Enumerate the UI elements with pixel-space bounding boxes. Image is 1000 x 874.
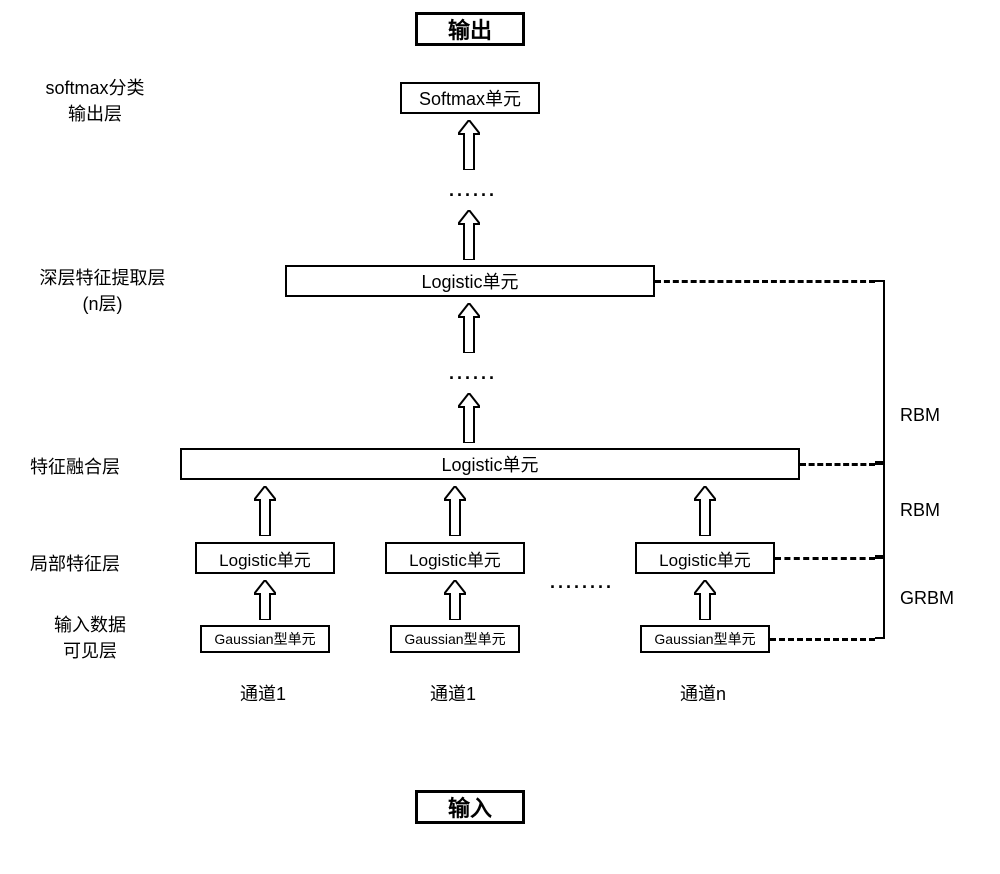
arrow-fusion-to-deep-upper: [458, 303, 480, 353]
logistic-local-1: Logistic单元: [195, 542, 335, 574]
gaussian-1: Gaussian型单元: [200, 625, 330, 653]
arrow-local2-to-fusion: [444, 486, 466, 536]
gaussian-n: Gaussian型单元: [640, 625, 770, 653]
gaussian-1-text: Gaussian型单元: [214, 629, 315, 649]
fusion-layer-label: 特征融合层: [30, 453, 120, 479]
arrow-gauss2-to-local: [444, 580, 466, 620]
dash-deep: [655, 280, 875, 283]
softmax-unit-text: Softmax单元: [419, 85, 521, 111]
arrow-local1-to-fusion: [254, 486, 276, 536]
bracket-rbm-lower-label: RBM: [900, 500, 940, 521]
input-data-label-l1: 输入数据: [30, 612, 150, 638]
bracket-grbm-text: GRBM: [900, 588, 954, 608]
arrow-to-fusion: [458, 393, 480, 443]
channel-n-label: 通道n: [680, 680, 726, 706]
logistic-local-2-text: Logistic单元: [409, 546, 501, 571]
logistic-local-1-text: Logistic单元: [219, 546, 311, 571]
logistic-local-n: Logistic单元: [635, 542, 775, 574]
dash-local: [775, 557, 875, 560]
logistic-fusion-box: Logistic单元: [180, 448, 800, 480]
local-feature-label: 局部特征层: [30, 550, 120, 576]
channel-1-text: 通道1: [240, 684, 286, 704]
output-label: 输出: [448, 13, 492, 45]
channel-1b-text: 通道1: [430, 684, 476, 704]
deep-feature-label: 深层特征提取层 (n层): [15, 265, 190, 317]
channel-n-text: 通道n: [680, 684, 726, 704]
input-label: 输入: [448, 791, 492, 823]
deep-feature-label-l2: (n层): [15, 291, 190, 317]
input-data-label-l2: 可见层: [30, 638, 150, 664]
deep-feature-label-l1: 深层特征提取层: [15, 265, 190, 291]
dots-local: ........: [550, 572, 614, 593]
dash-gaussian: [770, 638, 875, 641]
output-box: 输出: [415, 12, 525, 46]
bracket-rbm-lower: [875, 463, 885, 557]
arrow-gauss1-to-local: [254, 580, 276, 620]
gaussian-2-text: Gaussian型单元: [404, 629, 505, 649]
softmax-layer-label: softmax分类 输出层: [20, 75, 170, 127]
input-box: 输入: [415, 790, 525, 824]
softmax-unit-box: Softmax单元: [400, 82, 540, 114]
arrow-to-softmax: [458, 120, 480, 170]
bracket-grbm-label: GRBM: [900, 588, 954, 609]
arrow-gaussn-to-local: [694, 580, 716, 620]
logistic-local-n-text: Logistic单元: [659, 546, 751, 571]
fusion-layer-text: 特征融合层: [30, 457, 120, 477]
logistic-deep-text: Logistic单元: [421, 268, 518, 294]
logistic-deep-box: Logistic单元: [285, 265, 655, 297]
arrow-localn-to-fusion: [694, 486, 716, 536]
input-data-label: 输入数据 可见层: [30, 612, 150, 664]
gaussian-n-text: Gaussian型单元: [654, 629, 755, 649]
logistic-local-2: Logistic单元: [385, 542, 525, 574]
softmax-layer-label-l2: 输出层: [20, 101, 170, 127]
channel-1b-label: 通道1: [430, 680, 476, 706]
bracket-grbm: [875, 557, 885, 639]
bracket-rbm-upper-label: RBM: [900, 405, 940, 426]
dots-upper: ......: [449, 180, 497, 201]
logistic-fusion-text: Logistic单元: [441, 451, 538, 477]
bracket-rbm-upper: [875, 280, 885, 463]
dots-middle: ......: [449, 363, 497, 384]
arrow-deep-to-dots: [458, 210, 480, 260]
gaussian-2: Gaussian型单元: [390, 625, 520, 653]
softmax-layer-label-l1: softmax分类: [20, 75, 170, 101]
dash-fusion: [800, 463, 875, 466]
bracket-rbm-lower-text: RBM: [900, 500, 940, 520]
bracket-rbm-upper-text: RBM: [900, 405, 940, 425]
channel-1-label: 通道1: [240, 680, 286, 706]
local-feature-text: 局部特征层: [30, 554, 120, 574]
